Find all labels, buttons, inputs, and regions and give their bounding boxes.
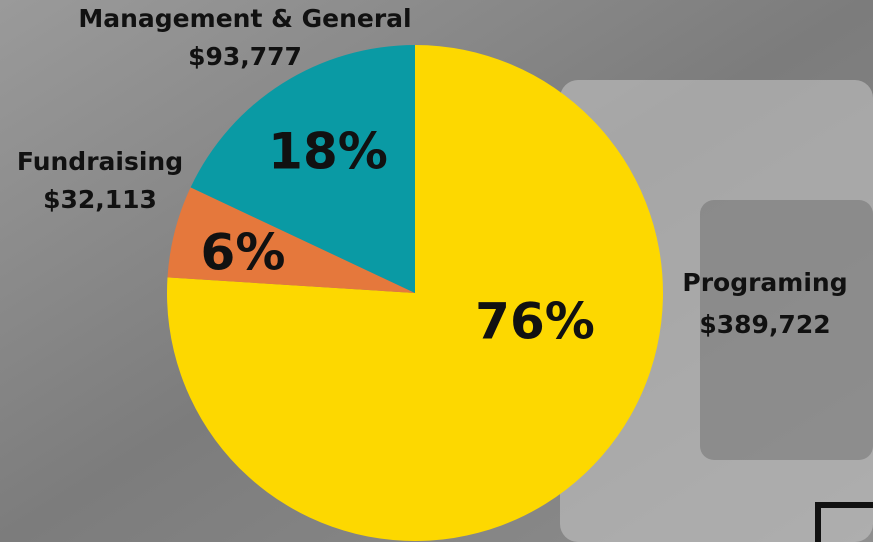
percent-label: 18%: [268, 123, 388, 181]
page: {"chart_data": {"type": "pie", "categori…: [0, 0, 873, 542]
category-label: Programing: [682, 268, 847, 297]
percent-label: 76%: [475, 293, 595, 351]
category-label: Fundraising: [17, 147, 183, 176]
amount-label: $389,722: [699, 310, 830, 339]
chart: 76% Programing $389,722 6% Fundraising $32,11…: [0, 0, 873, 542]
category-label: Management & General: [78, 4, 411, 33]
amount-label: $93,777: [188, 42, 302, 71]
amount-label: $32,113: [43, 185, 157, 214]
percent-label: 6%: [201, 224, 286, 282]
